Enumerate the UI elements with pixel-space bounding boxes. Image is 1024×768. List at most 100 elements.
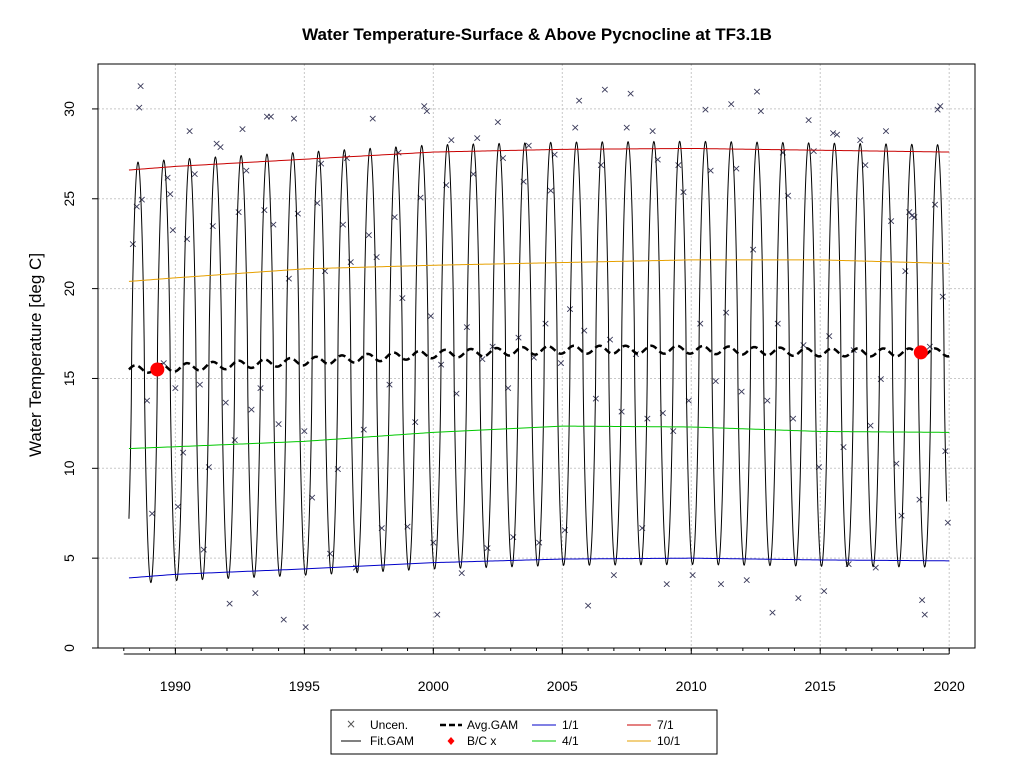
uncen-point: × <box>426 310 435 323</box>
uncen-point: × <box>887 214 896 227</box>
uncen-point: × <box>519 175 528 188</box>
uncen-point: × <box>915 493 924 506</box>
series-lines <box>128 140 950 584</box>
x-tick-label: 2010 <box>676 678 707 694</box>
uncen-point: × <box>768 606 777 619</box>
uncen-point: × <box>706 164 715 177</box>
y-axis-label: Water Temperature [deg C] <box>26 253 45 457</box>
uncen-point: × <box>269 218 278 231</box>
uncen-point: × <box>274 417 283 430</box>
uncen-point: × <box>457 567 466 580</box>
uncen-point: × <box>173 500 182 513</box>
uncen-point: × <box>469 168 478 181</box>
uncen-point: × <box>856 133 865 146</box>
uncen-point: × <box>368 112 377 125</box>
uncen-point: × <box>596 159 605 172</box>
uncen-point: × <box>905 205 914 218</box>
uncen-point: × <box>643 412 652 425</box>
uncen-point: × <box>199 543 208 556</box>
uncen-point: × <box>247 403 256 416</box>
uncen-point: × <box>763 394 772 407</box>
uncen-point: × <box>881 124 890 137</box>
uncen-point: × <box>721 306 730 319</box>
x-tick-label: 2000 <box>418 678 449 694</box>
uncen-point: × <box>251 586 260 599</box>
uncen-point: × <box>166 187 175 200</box>
uncen-point: × <box>498 151 507 164</box>
series-line-1-1 <box>128 557 950 579</box>
uncen-point: × <box>420 99 429 112</box>
uncen-point: × <box>137 193 146 206</box>
uncen-point: × <box>300 425 309 438</box>
uncen-point: × <box>556 356 565 369</box>
uncen-point: × <box>925 340 934 353</box>
uncen-point: × <box>727 98 736 111</box>
uncen-point: × <box>783 189 792 202</box>
uncen-point: × <box>403 520 412 533</box>
y-tick-label: 25 <box>61 191 77 207</box>
uncen-point: × <box>364 229 373 242</box>
uncen-point: × <box>825 329 834 342</box>
uncen-point: × <box>571 121 580 134</box>
uncen-point: × <box>819 584 828 597</box>
uncen-point: × <box>829 126 838 139</box>
uncen-point: × <box>918 593 927 606</box>
uncen-point: × <box>262 110 271 123</box>
uncen-point: × <box>390 211 399 224</box>
uncen-point: × <box>839 441 848 454</box>
legend-uncen-symbol: × <box>346 717 356 731</box>
uncen-point: × <box>242 164 251 177</box>
y-tick-label: 20 <box>61 281 77 297</box>
x-tick-label: 2015 <box>805 678 836 694</box>
uncen-point: × <box>897 509 906 522</box>
uncen-point: × <box>524 139 533 152</box>
uncen-point: × <box>600 83 609 96</box>
uncen-point: × <box>342 151 351 164</box>
uncen-point: × <box>313 196 322 209</box>
legend-box <box>330 709 718 755</box>
uncen-point: × <box>936 99 945 112</box>
bc-marker <box>913 345 928 360</box>
uncen-point: × <box>662 577 671 590</box>
uncen-point: × <box>212 137 221 150</box>
uncen-point: × <box>716 577 725 590</box>
uncen-point: × <box>711 374 720 387</box>
uncen-point: × <box>372 250 381 263</box>
legend-apr-label: 4/1 <box>562 734 579 748</box>
x-tick-label: 1990 <box>160 678 191 694</box>
uncen-point: × <box>208 220 217 233</box>
uncen-point: × <box>752 85 761 98</box>
uncen-point: × <box>550 148 559 161</box>
uncen-point: × <box>583 599 592 612</box>
legend-bc-symbol <box>447 737 455 745</box>
uncen-point: × <box>504 381 513 394</box>
uncen-point: × <box>136 80 145 93</box>
uncen-point: × <box>320 265 329 278</box>
uncen-point: × <box>333 462 342 475</box>
uncen-point: × <box>452 387 461 400</box>
legend-oct-label: 10/1 <box>657 734 681 748</box>
uncen-point: × <box>493 116 502 129</box>
series-line-7-1 <box>128 147 950 171</box>
uncen-point: × <box>844 558 853 571</box>
plot-frame <box>97 63 976 649</box>
uncen-point: × <box>529 351 538 364</box>
uncen-point: × <box>478 353 487 366</box>
uncen-point: × <box>442 178 451 191</box>
uncen-point: × <box>301 620 310 633</box>
fit-gam-line <box>128 140 948 584</box>
uncen-point: × <box>307 491 316 504</box>
uncen-point: × <box>832 128 841 141</box>
uncen-point: × <box>605 333 614 346</box>
uncen-point: × <box>473 132 482 145</box>
uncen-point: × <box>359 423 368 436</box>
uncen-point: × <box>411 416 420 429</box>
uncen-point: × <box>901 265 910 278</box>
y-tick-label: 15 <box>61 370 77 386</box>
uncen-point: × <box>732 162 741 175</box>
uncen-point: × <box>132 200 141 213</box>
uncen-point: × <box>260 204 269 217</box>
uncen-point: × <box>617 405 626 418</box>
uncen-point: × <box>943 516 952 529</box>
